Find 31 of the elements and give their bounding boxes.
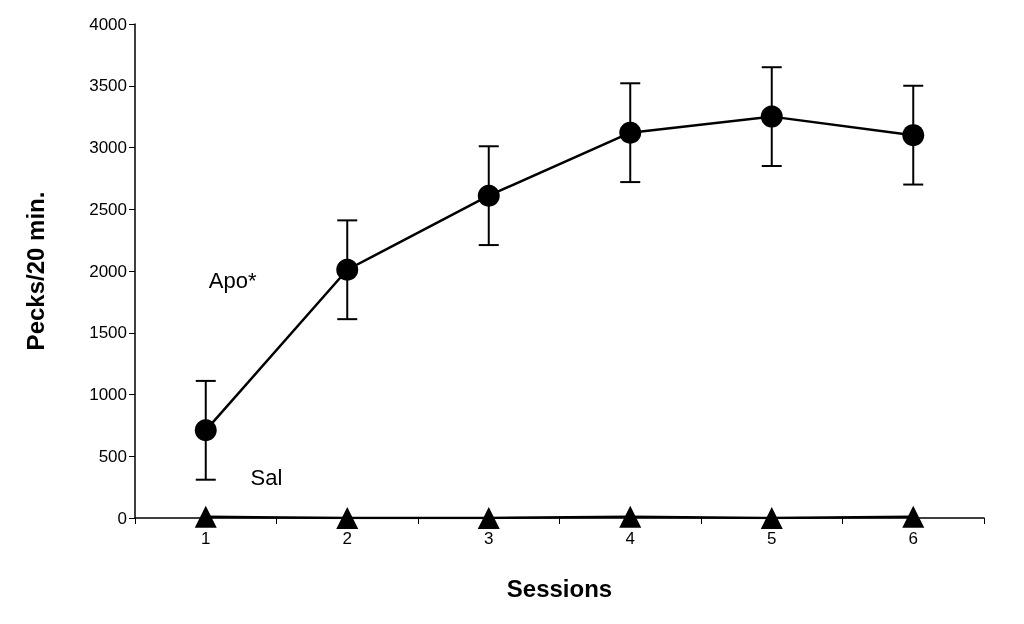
y-tick-label: 500 (98, 446, 127, 466)
text: Apo* (208, 267, 257, 293)
point (760, 105, 783, 128)
x-axis-title: Sessions (506, 574, 613, 602)
x-tick-label: 5 (767, 529, 777, 548)
point (902, 124, 925, 147)
series-label: Sal (250, 464, 283, 490)
point (760, 507, 783, 529)
x-tick-label: 3 (484, 529, 494, 548)
point (619, 121, 642, 144)
point (194, 419, 217, 442)
y-tick-label: 4000 (89, 14, 127, 34)
y-tick-label: 2500 (89, 199, 127, 219)
point (336, 507, 359, 529)
y-axis-title: Pecks/20 min. (21, 191, 49, 351)
y-tick-label: 3500 (89, 76, 127, 96)
point (619, 505, 642, 528)
point (336, 258, 359, 281)
y-tick-label: 0 (117, 508, 127, 528)
x-tick-label: 2 (342, 529, 352, 548)
x-tick-label: 4 (625, 529, 635, 548)
point (477, 184, 500, 207)
point (477, 507, 500, 529)
y-tick-label: 2000 (89, 261, 127, 281)
x-tick-label: 6 (908, 529, 918, 548)
x-tick-label: 1 (201, 529, 211, 548)
y-tick-label: 3000 (89, 138, 127, 157)
point (194, 505, 217, 528)
point (902, 505, 925, 528)
y-tick-label: 1500 (89, 323, 127, 343)
y-tick-label: 1000 (89, 385, 127, 404)
